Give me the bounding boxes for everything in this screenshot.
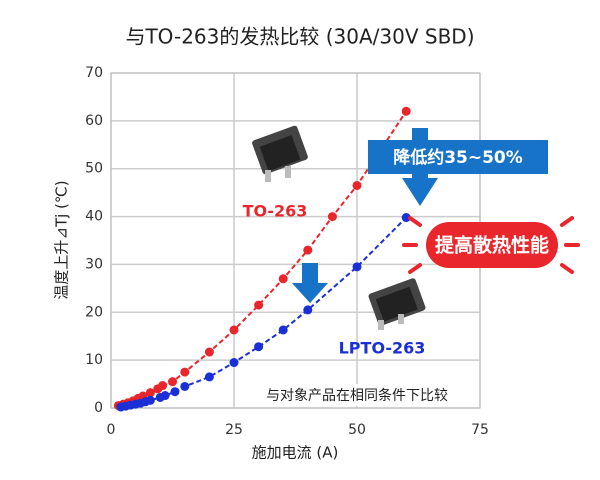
data-point [401, 106, 411, 116]
y-tick-label: 50 [85, 161, 103, 177]
y-tick-label: 0 [94, 400, 103, 416]
y-tick-label: 30 [85, 256, 103, 272]
series-label: TO-263 [243, 202, 308, 221]
reduction-text: 降低约35~50% [393, 147, 523, 168]
data-point [145, 395, 155, 405]
data [113, 106, 411, 412]
chart-title: 与TO-263的发热比较 (30A/30V SBD) [125, 25, 474, 49]
data-point [254, 342, 264, 352]
series-label: LPTO-263 [339, 339, 426, 358]
data-point [160, 391, 170, 401]
burst-rays [402, 216, 580, 274]
reduction-box [368, 140, 548, 174]
x-tick-label: 0 [107, 422, 116, 438]
data-point [254, 300, 264, 310]
data-point [303, 305, 313, 315]
data-point [229, 358, 239, 368]
improve-text: 提高散热性能 [435, 234, 549, 257]
y-axis-label: 温度上升⊿Tj (℃) [53, 180, 71, 299]
series-line [120, 216, 407, 409]
x-tick-label: 25 [225, 422, 243, 438]
data-point [303, 245, 313, 255]
x-tick-label: 75 [471, 422, 489, 438]
note-bg [238, 384, 476, 406]
plot-frame [110, 72, 481, 409]
y-tick-label: 60 [85, 113, 103, 129]
y-tick-label: 40 [85, 209, 103, 225]
data-point [352, 262, 362, 272]
chip-lpto263 [368, 278, 426, 330]
y-tick-label: 10 [85, 352, 103, 368]
improve-pill [426, 222, 558, 268]
data-point [352, 180, 362, 190]
data-point [204, 372, 214, 382]
note-text: 与对象产品在相同条件下比较 [266, 387, 448, 404]
chip-to263 [252, 125, 308, 182]
data-point [170, 387, 180, 397]
x-axis-label: 施加电流 (A) [252, 444, 339, 462]
data-point [204, 347, 214, 357]
y-tick-label: 70 [85, 65, 103, 81]
grid [110, 72, 481, 409]
x-tick-label: 50 [348, 422, 366, 438]
data-point [180, 381, 190, 391]
data-point [278, 274, 288, 284]
data-point [168, 377, 177, 387]
data-point [180, 367, 190, 377]
data-point [401, 213, 411, 223]
y-tick-label: 20 [85, 304, 103, 320]
arrow-down [292, 263, 328, 303]
data-point [145, 388, 155, 398]
data-point [278, 325, 288, 335]
data-point [229, 325, 239, 335]
data-point [158, 381, 168, 391]
data-point [327, 212, 337, 222]
